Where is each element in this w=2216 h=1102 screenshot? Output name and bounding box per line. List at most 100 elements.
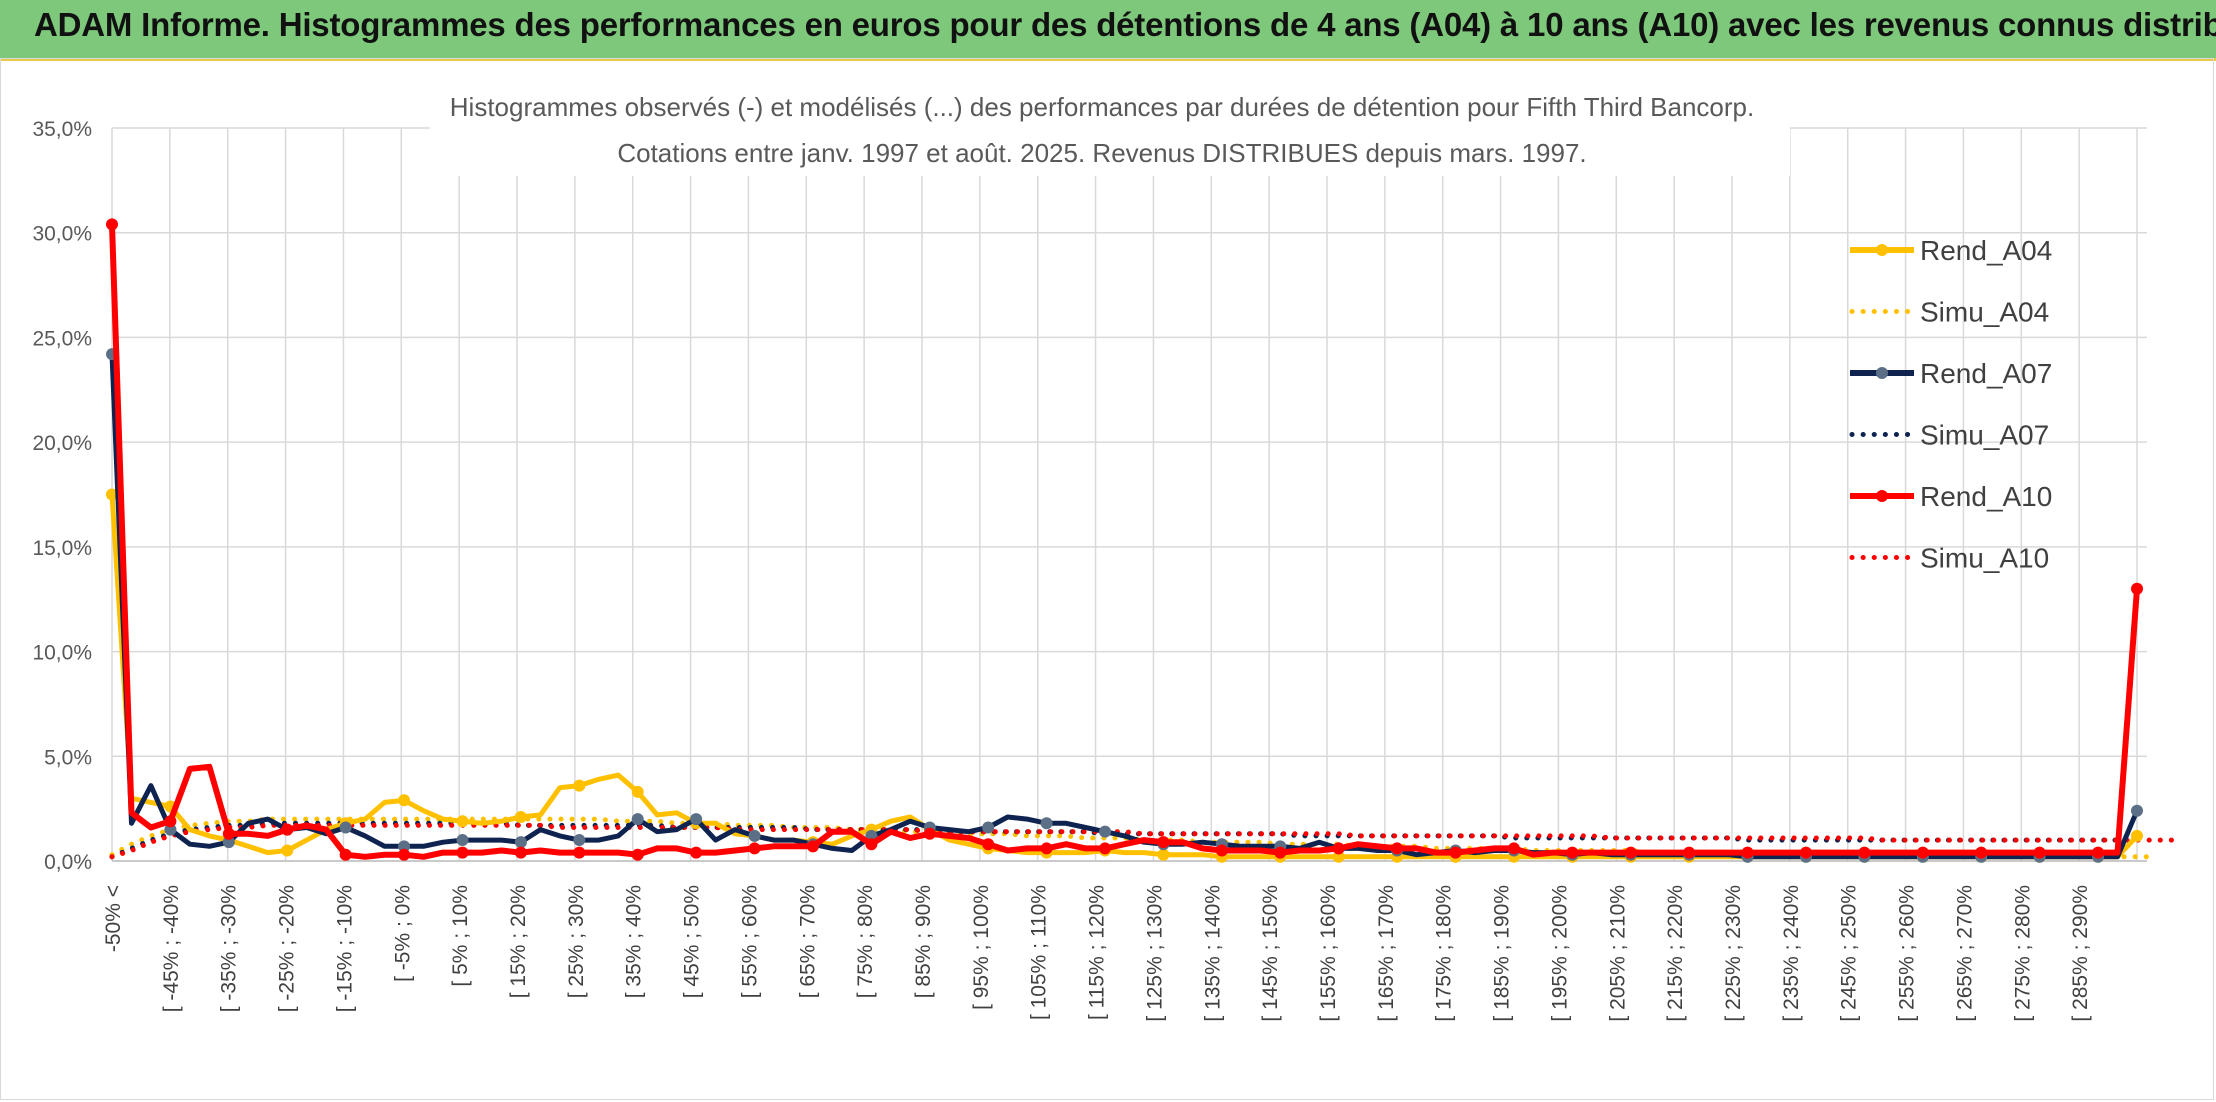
- x-tick-label: [ 15% ; 20%: [507, 885, 530, 998]
- data-point-rend-a10: [222, 827, 235, 840]
- data-point-rend-a10: [2092, 846, 2105, 859]
- legend-label-rend-a10: Rend_A10: [1920, 481, 2052, 512]
- data-point-rend-a10: [1449, 846, 1462, 859]
- x-tick-label: -50% <: [102, 885, 125, 952]
- data-point-rend-a07: [456, 834, 469, 847]
- x-tick-label: [ 65% ; 70%: [796, 885, 819, 998]
- data-point-rend-a10: [2131, 582, 2143, 595]
- chart-title-line-2: Cotations entre janv. 1997 et août. 2025…: [617, 138, 1586, 168]
- data-point-rend-a04: [106, 488, 118, 501]
- series-line-rend-a10: [109, 224, 2140, 860]
- data-point-rend-a10: [1507, 842, 1520, 855]
- x-tick-label: [ 275% ; 280%: [2011, 885, 2034, 1022]
- x-tick-label: [ 185% ; 190%: [1491, 885, 1514, 1022]
- series-line-rend-a04: [109, 494, 2139, 860]
- y-tick-label: 15,0%: [32, 537, 92, 560]
- data-point-rend-a10: [1916, 846, 1929, 859]
- data-point-rend-a07: [514, 836, 527, 849]
- x-tick-label: [ -5% ; 0%: [391, 885, 414, 982]
- y-tick-label: 5,0%: [44, 746, 92, 769]
- data-point-rend-a10: [281, 823, 294, 836]
- legend-marker-rend-a07: [1876, 367, 1888, 379]
- x-tick-label: [ 115% ; 120%: [1086, 885, 1109, 1020]
- data-point-rend-a10: [1157, 836, 1170, 849]
- legend-label-simu-a10: Simu_A10: [1920, 543, 2049, 574]
- data-point-rend-a10: [1391, 842, 1404, 855]
- x-tick-label: [ 145% ; 150%: [1259, 885, 1282, 1022]
- x-tick-label: [ 5% ; 10%: [449, 885, 472, 987]
- data-point-rend-a07: [748, 829, 761, 842]
- chart-frame: [0, 58, 2214, 1100]
- x-axis: -50% < [ -45% ; -40% [ -35% ; -30% [ -25% ;…: [102, 860, 2147, 1022]
- y-axis: 0,0% 5,0% 10,0% 15,0% 20,0% 25,0% 30,0% 35,0%: [32, 118, 92, 874]
- data-point-rend-a10: [1799, 846, 1812, 859]
- data-point-rend-a10: [514, 846, 527, 859]
- chart-title-background: [430, 86, 1790, 176]
- data-point-rend-a07: [982, 821, 995, 834]
- x-tick-label: [ -15% ; -10%: [333, 885, 356, 1012]
- data-point-rend-a10: [2033, 846, 2046, 859]
- x-tick-label: [ 255% ; 260%: [1896, 885, 1919, 1022]
- legend-label-rend-a04: Rend_A04: [1920, 235, 2052, 266]
- data-point-rend-a10: [806, 840, 819, 853]
- x-tick-label: [ 45% ; 50%: [681, 885, 704, 998]
- data-point-rend-a04: [2131, 829, 2143, 842]
- data-point-rend-a04: [1332, 850, 1345, 863]
- x-tick-label: [ 155% ; 160%: [1317, 885, 1340, 1022]
- x-tick-label: [ 245% ; 250%: [1838, 885, 1861, 1022]
- data-point-rend-a10: [106, 218, 118, 231]
- y-tick-label: 0,0%: [44, 851, 92, 874]
- x-tick-label: [ -35% ; -30%: [218, 885, 241, 1012]
- x-tick-label: [ 125% ; 130%: [1143, 885, 1166, 1022]
- data-point-rend-a10: [1683, 846, 1696, 859]
- legend-marker-rend-a04: [1876, 244, 1888, 256]
- data-point-rend-a04: [514, 811, 527, 824]
- data-point-rend-a10: [1215, 844, 1228, 857]
- data-point-rend-a07: [164, 823, 177, 836]
- data-point-rend-a04: [456, 815, 469, 828]
- legend-label-simu-a04: Simu_A04: [1920, 297, 2049, 328]
- chart-title-line-1: Histogrammes observés (-) et modélisés (…: [450, 92, 1754, 122]
- data-point-rend-a10: [1624, 846, 1637, 859]
- y-tick-label: 20,0%: [32, 432, 92, 455]
- data-point-rend-a10: [1332, 842, 1345, 855]
- x-tick-label: [ 225% ; 230%: [1722, 885, 1745, 1022]
- x-tick-label: [ 175% ; 180%: [1433, 885, 1456, 1022]
- data-point-rend-a07: [690, 813, 703, 826]
- x-tick-label: [ 75% ; 80%: [854, 885, 877, 998]
- data-point-rend-a10: [1858, 846, 1871, 859]
- y-tick-label: 35,0%: [32, 118, 92, 141]
- y-tick-label: 25,0%: [32, 327, 92, 350]
- data-series: [106, 218, 2179, 863]
- data-point-rend-a10: [164, 815, 177, 828]
- data-point-rend-a10: [1040, 842, 1053, 855]
- data-point-rend-a04: [398, 794, 411, 807]
- data-point-rend-a07: [398, 840, 411, 853]
- data-point-rend-a10: [923, 827, 936, 840]
- data-point-rend-a10: [1975, 846, 1988, 859]
- data-point-rend-a10: [339, 848, 352, 861]
- data-point-rend-a07: [222, 836, 235, 849]
- data-point-rend-a07: [631, 813, 644, 826]
- x-tick-label: [ 85% ; 90%: [912, 885, 935, 998]
- gridlines: [111, 127, 2147, 862]
- x-tick-label: [ -25% ; -20%: [276, 885, 299, 1012]
- data-point-rend-a10: [1566, 846, 1579, 859]
- title-banner: ADAM Informe. Histogrammes des performan…: [0, 0, 2216, 61]
- legend-marker-rend-a10: [1876, 490, 1888, 502]
- data-point-rend-a10: [456, 846, 469, 859]
- data-point-rend-a07: [573, 834, 586, 847]
- x-tick-label: [ 165% ; 170%: [1375, 885, 1398, 1022]
- x-tick-label: [ -45% ; -40%: [160, 885, 183, 1012]
- data-point-rend-a10: [865, 838, 878, 851]
- y-tick-label: 10,0%: [32, 642, 92, 665]
- x-tick-label: [ 25% ; 30%: [565, 885, 588, 998]
- data-point-rend-a10: [631, 848, 644, 861]
- data-point-rend-a04: [631, 785, 644, 798]
- x-tick-label: [ 235% ; 240%: [1780, 885, 1803, 1022]
- legend-label-rend-a07: Rend_A07: [1920, 358, 2052, 389]
- data-point-rend-a07: [1099, 825, 1112, 838]
- data-point-rend-a07: [339, 821, 352, 834]
- data-point-rend-a10: [1099, 842, 1112, 855]
